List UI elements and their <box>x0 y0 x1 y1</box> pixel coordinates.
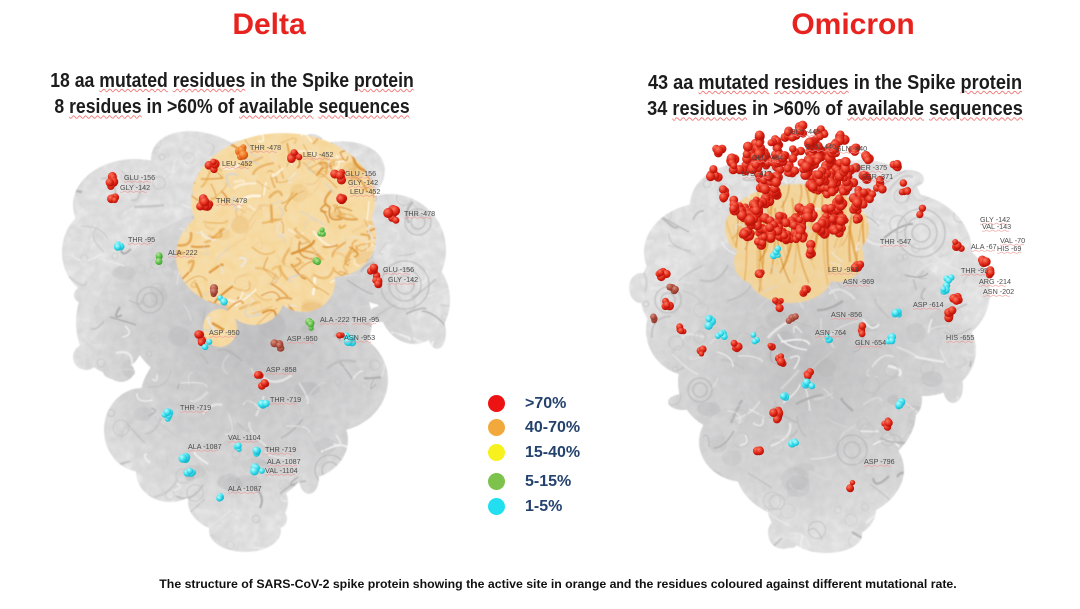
svg-text:ASN -202: ASN -202 <box>983 287 1014 296</box>
svg-text:THR -95: THR -95 <box>961 266 988 275</box>
svg-text:GLU -156: GLU -156 <box>124 173 155 182</box>
svg-text:GLN -654: GLN -654 <box>855 338 886 347</box>
svg-text:GLY -142: GLY -142 <box>980 215 1010 224</box>
svg-text:THR -719: THR -719 <box>270 395 301 404</box>
svg-text:LEU -452: LEU -452 <box>350 187 380 196</box>
svg-text:THR -547: THR -547 <box>880 237 911 246</box>
svg-text:LEU -452: LEU -452 <box>222 159 252 168</box>
svg-text:ASP -796: ASP -796 <box>864 457 895 466</box>
svg-text:HIS -69: HIS -69 <box>997 244 1021 253</box>
svg-text:THR -478: THR -478 <box>216 196 247 205</box>
svg-text:LEU -981: LEU -981 <box>828 265 858 274</box>
svg-text:ALA -1087: ALA -1087 <box>228 484 262 493</box>
svg-text:SER -375: SER -375 <box>856 163 887 172</box>
svg-text:THR -719: THR -719 <box>180 403 211 412</box>
svg-text:VAL -70: VAL -70 <box>1000 236 1025 245</box>
svg-text:GLY -142: GLY -142 <box>388 275 418 284</box>
svg-text:ASP -950: ASP -950 <box>209 328 240 337</box>
svg-text:GLY -446: GLY -446 <box>790 127 820 136</box>
svg-text:ALA -222: ALA -222 <box>320 315 350 324</box>
svg-text:VAL -1104: VAL -1104 <box>228 433 261 442</box>
svg-text:GLY -142: GLY -142 <box>120 183 150 192</box>
svg-text:GLU -484: GLU -484 <box>752 153 783 162</box>
svg-text:THR -478: THR -478 <box>404 209 435 218</box>
svg-text:VAL -1104: VAL -1104 <box>265 466 298 475</box>
svg-text:ASP -858: ASP -858 <box>266 365 297 374</box>
svg-text:ALA -222: ALA -222 <box>168 248 198 257</box>
svg-text:THR -95: THR -95 <box>352 315 379 324</box>
svg-text:GLN -440: GLN -440 <box>805 142 836 151</box>
svg-text:GLN -440: GLN -440 <box>836 144 867 153</box>
svg-text:VAL -143: VAL -143 <box>982 222 1011 231</box>
svg-text:ASP -614: ASP -614 <box>913 300 944 309</box>
svg-text:ALA -67: ALA -67 <box>971 242 997 251</box>
svg-text:THR -478: THR -478 <box>250 143 281 152</box>
svg-text:GLY -142: GLY -142 <box>348 178 378 187</box>
svg-text:ASN -764: ASN -764 <box>815 328 846 337</box>
svg-text:SER -371: SER -371 <box>862 172 893 181</box>
svg-text:ASN -856: ASN -856 <box>831 310 862 319</box>
svg-text:ARG -214: ARG -214 <box>979 277 1011 286</box>
svg-text:THR -95: THR -95 <box>128 235 155 244</box>
svg-text:ALA -1087: ALA -1087 <box>267 457 301 466</box>
svg-text:LEU -452: LEU -452 <box>303 150 333 159</box>
svg-text:THR -719: THR -719 <box>265 445 296 454</box>
svg-text:HIS -655: HIS -655 <box>946 333 974 342</box>
svg-text:ASP -950: ASP -950 <box>287 334 318 343</box>
svg-text:ASN -953: ASN -953 <box>344 333 375 342</box>
svg-text:ALA -1087: ALA -1087 <box>188 442 222 451</box>
svg-text:LYS -417: LYS -417 <box>742 169 771 178</box>
svg-text:ASN -969: ASN -969 <box>843 277 874 286</box>
svg-text:GLU -156: GLU -156 <box>345 169 376 178</box>
svg-text:GLU -156: GLU -156 <box>383 265 414 274</box>
